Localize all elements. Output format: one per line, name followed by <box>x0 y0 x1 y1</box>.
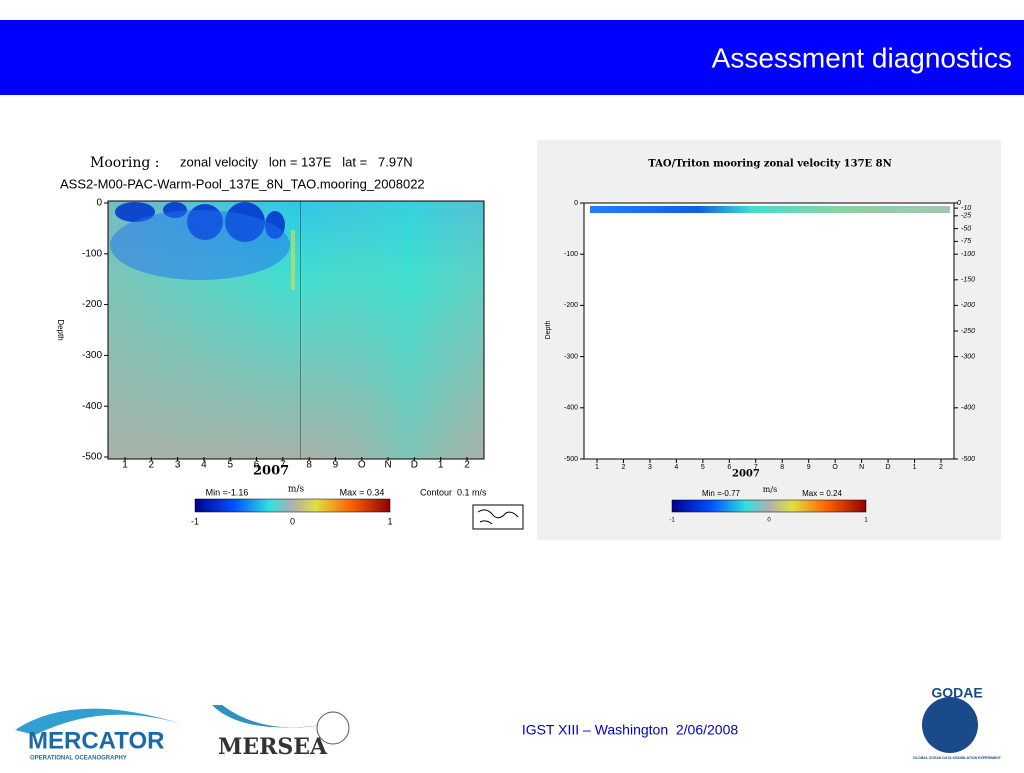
y2-tick-label: -50 <box>961 225 971 232</box>
data-stripe <box>590 206 950 213</box>
x-tick-label: 3 <box>175 460 181 471</box>
x-tick-label: D <box>886 464 891 471</box>
x-tick-label: 3 <box>648 464 652 471</box>
y-tick-label: -500 <box>82 452 102 463</box>
y-tick-label: -500 <box>564 456 578 463</box>
colorbar-tick-label: 0 <box>290 516 295 526</box>
x-tick-label: 9 <box>807 464 811 471</box>
y-label: Depth <box>545 321 552 340</box>
x-tick-label: 4 <box>201 460 207 471</box>
y2-tick-label: -400 <box>961 405 975 412</box>
logo-sub: OPERATIONAL OCEANOGRAPHY <box>30 756 127 762</box>
x-tick-label: 7 <box>754 464 758 471</box>
colorbar-tick-label: 0 <box>767 518 771 524</box>
y2-tick-label: -200 <box>961 302 975 309</box>
logo: GODAE <box>931 685 982 701</box>
panel-title: TAO/Triton mooring zonal velocity 137E 8… <box>648 159 891 170</box>
panel-title-label: Mooring : <box>90 155 160 171</box>
slide-title: Assessment diagnostics <box>712 42 1012 73</box>
x-tick-label: D <box>411 460 418 471</box>
panel-subtitle: ASS2-M00-PAC-Warm-Pool_137E_8N_TAO.moori… <box>60 176 425 191</box>
y-tick-label: -400 <box>82 401 102 412</box>
x-tick-label: O <box>358 460 366 471</box>
y-tick-label: -100 <box>564 251 578 258</box>
y-label: Depth <box>56 319 65 340</box>
y-tick-label: 0 <box>96 198 102 209</box>
x-tick-label: 2 <box>149 460 155 471</box>
y-tick-label: -300 <box>82 350 102 361</box>
y2-tick-label: -500 <box>961 456 975 463</box>
plot-frame <box>107 200 485 460</box>
x-tick-label: 5 <box>701 464 705 471</box>
y-tick-label: 0 <box>574 200 578 207</box>
x-tick-label: 2 <box>464 460 470 471</box>
colorbar <box>671 499 867 513</box>
contour-label: Contour 0.1 m/s <box>420 487 487 497</box>
x-tick-label: 2 <box>939 464 943 471</box>
x-tick-label: 4 <box>674 464 678 471</box>
x-tick-label: O <box>832 464 838 471</box>
header-bar <box>0 20 1024 95</box>
logo-sub: GLOBAL OCEAN DATA ASSIMILATION EXPERIMEN… <box>913 756 1002 760</box>
y-tick-label: -300 <box>564 353 578 360</box>
y-tick-label: -400 <box>564 405 578 412</box>
x-tick-label: 2 <box>622 464 626 471</box>
x-tick-label: 8 <box>306 460 312 471</box>
colorbar <box>194 498 391 513</box>
y2-tick-label: -25 <box>961 213 971 220</box>
min-label: Min =-0.77 <box>702 489 741 498</box>
y2-tick-label: 0 <box>957 200 961 207</box>
max-label: Max = 0.24 <box>802 489 842 498</box>
y-tick-label: -200 <box>82 299 102 310</box>
y2-tick-label: -100 <box>961 251 975 258</box>
map-icon <box>472 504 524 530</box>
x-tick-label: 9 <box>333 460 339 471</box>
colorbar-tick-label: -1 <box>669 518 675 524</box>
y2-tick-label: -10 <box>961 205 971 212</box>
colorbar-tick-label: 1 <box>864 518 868 524</box>
x-tick-label: 5 <box>227 460 233 471</box>
x-tick-label: 1 <box>438 460 444 471</box>
y-tick-label: -200 <box>564 302 578 309</box>
y2-tick-label: -75 <box>961 238 971 245</box>
x-tick-label: 7 <box>280 460 286 471</box>
y2-tick-label: -250 <box>961 328 975 335</box>
x-tick-label: 1 <box>122 460 128 471</box>
x-tick-label: 8 <box>780 464 784 471</box>
year: 2007 <box>732 469 760 480</box>
footer-text: IGST XIII – Washington 2/06/2008 <box>522 722 739 738</box>
logo-globe <box>922 697 978 753</box>
min-label: Min =-1.16 <box>206 487 249 497</box>
colorbar-tick-label: -1 <box>191 516 199 526</box>
x-tick-label: 6 <box>727 464 731 471</box>
x-tick-label: 1 <box>595 464 599 471</box>
units: m/s <box>763 485 777 494</box>
y2-tick-label: -300 <box>961 353 975 360</box>
x-tick-label: N <box>384 460 391 471</box>
colorbar-tick-label: 1 <box>387 516 392 526</box>
units: m/s <box>288 485 305 495</box>
year: 2007 <box>253 464 289 479</box>
x-tick-label: 1 <box>913 464 917 471</box>
logo: MERSEA <box>218 734 328 760</box>
y-tick-label: -100 <box>82 248 102 259</box>
y2-tick-label: -150 <box>961 277 975 284</box>
logo: MERCATOR <box>28 727 164 754</box>
panel-title: zonal velocity lon = 137E lat = 7.97N <box>180 154 413 169</box>
plot-frame <box>583 202 955 460</box>
logo-swoosh <box>15 708 185 735</box>
x-tick-label: N <box>859 464 864 471</box>
max-label: Max = 0.34 <box>340 487 385 497</box>
x-tick-label: 6 <box>254 460 260 471</box>
